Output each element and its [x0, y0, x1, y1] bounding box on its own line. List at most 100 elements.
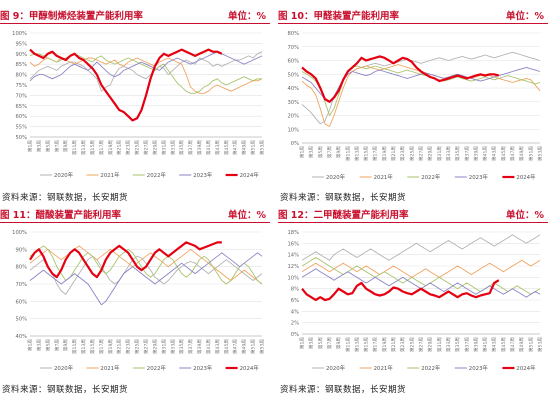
- x-tick-label: 第27周: [143, 339, 150, 354]
- x-tick-label: 第15周: [89, 339, 96, 354]
- x-tick-label: 第15周: [363, 337, 370, 352]
- x-tick-label: 第21周: [116, 339, 123, 354]
- x-tick-label: 第47周: [509, 337, 516, 352]
- series-line-2023年: [29, 252, 263, 306]
- x-tick-label: 第23周: [125, 140, 132, 155]
- x-tick-label: 第27周: [418, 337, 425, 352]
- x-tick-label: 第31周: [436, 146, 443, 161]
- x-tick-label: 第9周: [62, 339, 69, 352]
- legend-label: 2023年: [193, 171, 213, 179]
- legend-label: 2023年: [469, 173, 489, 181]
- x-tick-label: 第3周: [308, 146, 315, 159]
- y-tick-label: 65%: [15, 104, 27, 110]
- x-tick-label: 第53周: [259, 339, 266, 354]
- y-tick-label: 60%: [15, 299, 27, 305]
- x-tick-label: 第51周: [527, 337, 534, 352]
- title-rule: [278, 23, 548, 24]
- y-tick-label: 14%: [287, 253, 299, 259]
- x-tick-label: 第7周: [326, 337, 333, 350]
- x-tick-label: 第51周: [527, 146, 534, 161]
- x-tick-label: 第17周: [98, 339, 105, 354]
- x-tick-label: 第29周: [427, 146, 434, 161]
- chart-fig9: 100% 95% 90% 85% 80% 75% 70% 65% 60% 55% 50%第1周 第3周…: [12, 31, 266, 179]
- x-tick-label: 第53周: [537, 337, 544, 352]
- x-tick-label: 第45周: [500, 337, 507, 352]
- legend-label: 2021年: [100, 171, 120, 179]
- series-line-2023年: [29, 51, 263, 82]
- x-tick-label: 第49周: [241, 339, 248, 354]
- x-tick-label: 第43周: [214, 140, 221, 155]
- x-tick-label: 第35周: [178, 339, 185, 354]
- title-rule: [0, 222, 270, 223]
- x-tick-label: 第19周: [381, 146, 388, 161]
- x-tick-label: 第23周: [399, 146, 406, 161]
- x-tick-label: 第37周: [463, 146, 470, 161]
- figure-title: 图 9：甲醇制烯烃装置产能利用率 单位：%: [0, 8, 270, 22]
- y-tick-label: 10%: [287, 127, 299, 133]
- x-tick-label: 第3周: [35, 140, 42, 153]
- x-tick-label: 第13周: [80, 140, 87, 155]
- series-line-2020年: [29, 51, 263, 92]
- y-tick-label: 50%: [15, 135, 27, 141]
- y-tick-label: 50%: [287, 72, 299, 78]
- x-tick-label: 第11周: [71, 339, 78, 354]
- y-tick-label: 70%: [287, 45, 299, 51]
- legend-label: 2024年: [516, 364, 536, 372]
- y-tick-label: 70%: [15, 93, 27, 99]
- legend-label: 2023年: [469, 364, 489, 372]
- y-tick-label: 55%: [15, 125, 27, 131]
- legend-label: 2020年: [326, 173, 346, 181]
- x-tick-label: 第43周: [491, 337, 498, 352]
- y-tick-label: 20%: [287, 114, 299, 120]
- x-tick-label: 第47周: [232, 140, 239, 155]
- x-tick-label: 第21周: [390, 146, 397, 161]
- legend-label: 2024年: [240, 364, 260, 372]
- x-tick-label: 第39周: [196, 339, 203, 354]
- x-tick-label: 第29周: [151, 339, 158, 354]
- x-tick-label: 第31周: [160, 339, 167, 354]
- source-note: 资料来源：钢联数据，长安期货: [2, 193, 129, 203]
- y-tick-label: 18%: [287, 230, 299, 236]
- legend-label: 2022年: [147, 364, 167, 372]
- x-tick-label: 第41周: [482, 337, 489, 352]
- x-tick-label: 第39周: [472, 146, 479, 161]
- title-rule: [278, 222, 548, 223]
- figure-title: 图 12：二甲醚装置产能利用率 单位：%: [278, 207, 548, 221]
- x-tick-label: 第21周: [390, 337, 397, 352]
- source-note: 资料来源：钢联数据，长安期货: [2, 385, 129, 395]
- series-line-2024年: [301, 55, 500, 103]
- x-tick-label: 第39周: [472, 337, 479, 352]
- x-tick-label: 第47周: [232, 339, 239, 354]
- figure-title: 图 10：甲醛装置产能利用率 单位：%: [278, 8, 548, 22]
- y-tick-label: 90%: [15, 247, 27, 253]
- y-tick-label: 40%: [287, 86, 299, 92]
- y-tick-label: 30%: [287, 100, 299, 106]
- x-tick-label: 第29周: [151, 140, 158, 155]
- x-tick-label: 第51周: [250, 339, 257, 354]
- x-tick-label: 第43周: [491, 146, 498, 161]
- series-line-2020年: [301, 234, 541, 261]
- legend-label: 2022年: [421, 364, 441, 372]
- y-tick-label: 60%: [287, 59, 299, 65]
- chart-fig11: 100% 90% 80% 70% 60% 50% 40%第1周 第3周 第5周 第7周 第9周 第11…: [12, 230, 266, 372]
- x-tick-label: 第35周: [454, 337, 461, 352]
- y-tick-label: 95%: [15, 41, 27, 47]
- x-tick-label: 第1周: [299, 337, 306, 350]
- x-tick-label: 第33周: [445, 337, 452, 352]
- y-tick-label: 80%: [287, 31, 299, 37]
- x-tick-label: 第11周: [344, 337, 351, 352]
- x-tick-label: 第45周: [223, 140, 230, 155]
- x-tick-label: 第5周: [44, 140, 51, 153]
- x-tick-label: 第5周: [317, 337, 324, 350]
- x-tick-label: 第35周: [454, 146, 461, 161]
- x-tick-label: 第39周: [196, 140, 203, 155]
- x-tick-label: 第1周: [27, 140, 34, 153]
- x-tick-label: 第23周: [399, 337, 406, 352]
- x-tick-label: 第41周: [205, 339, 212, 354]
- x-tick-label: 第49周: [518, 146, 525, 161]
- x-tick-label: 第49周: [518, 337, 525, 352]
- series-line-2022年: [301, 257, 541, 295]
- x-tick-label: 第19周: [107, 339, 114, 354]
- x-tick-label: 第53周: [259, 140, 266, 155]
- legend-label: 2021年: [374, 173, 394, 181]
